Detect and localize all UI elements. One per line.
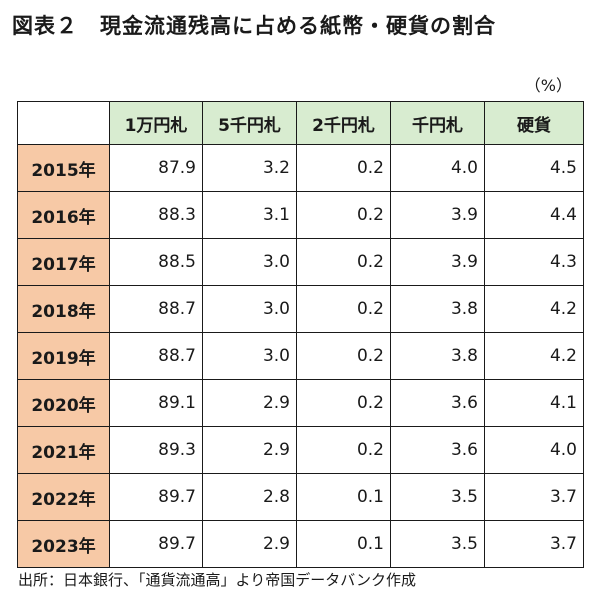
value-cell: 89.7 bbox=[109, 520, 203, 568]
value-cell: 4.0 bbox=[484, 426, 584, 474]
value-cell: 2.8 bbox=[202, 473, 297, 521]
value-cell: 0.1 bbox=[296, 520, 391, 568]
value-cell: 3.5 bbox=[390, 473, 485, 521]
value-cell: 2.9 bbox=[202, 426, 297, 474]
column-header: 2千円札 bbox=[296, 101, 391, 145]
column-header: 千円札 bbox=[390, 101, 485, 145]
table-row: 2020年 89.1 2.9 0.2 3.6 4.1 bbox=[17, 379, 584, 427]
value-cell: 89.3 bbox=[109, 426, 203, 474]
table-row: 2017年 88.5 3.0 0.2 3.9 4.3 bbox=[17, 238, 584, 286]
value-cell: 4.3 bbox=[484, 238, 584, 286]
value-cell: 0.2 bbox=[296, 332, 391, 380]
value-cell: 3.1 bbox=[202, 191, 297, 239]
value-cell: 0.2 bbox=[296, 144, 391, 192]
value-cell: 3.2 bbox=[202, 144, 297, 192]
year-cell: 2020年 bbox=[17, 379, 110, 427]
year-cell: 2019年 bbox=[17, 332, 110, 380]
column-header: 5千円札 bbox=[202, 101, 297, 145]
year-cell: 2017年 bbox=[17, 238, 110, 286]
table-row: 2018年 88.7 3.0 0.2 3.8 4.2 bbox=[17, 285, 584, 333]
table-row: 2019年 88.7 3.0 0.2 3.8 4.2 bbox=[17, 332, 584, 380]
corner-cell bbox=[17, 101, 110, 145]
table-row: 2023年 89.7 2.9 0.1 3.5 3.7 bbox=[17, 520, 584, 568]
value-cell: 3.8 bbox=[390, 285, 485, 333]
value-cell: 2.9 bbox=[202, 520, 297, 568]
value-cell: 89.1 bbox=[109, 379, 203, 427]
value-cell: 87.9 bbox=[109, 144, 203, 192]
year-cell: 2022年 bbox=[17, 473, 110, 521]
value-cell: 88.3 bbox=[109, 191, 203, 239]
value-cell: 3.0 bbox=[202, 332, 297, 380]
value-cell: 88.5 bbox=[109, 238, 203, 286]
table-row: 2016年 88.3 3.1 0.2 3.9 4.4 bbox=[17, 191, 584, 239]
value-cell: 3.6 bbox=[390, 426, 485, 474]
column-header: 1万円札 bbox=[109, 101, 203, 145]
value-cell: 3.6 bbox=[390, 379, 485, 427]
year-cell: 2016年 bbox=[17, 191, 110, 239]
value-cell: 88.7 bbox=[109, 332, 203, 380]
value-cell: 4.4 bbox=[484, 191, 584, 239]
value-cell: 0.2 bbox=[296, 285, 391, 333]
value-cell: 3.9 bbox=[390, 238, 485, 286]
title-text: 現金流通残高に占める紙幣・硬貨の割合 bbox=[100, 14, 496, 38]
value-cell: 3.8 bbox=[390, 332, 485, 380]
table-row: 2015年 87.9 3.2 0.2 4.0 4.5 bbox=[17, 144, 584, 192]
data-table: 1万円札 5千円札 2千円札 千円札 硬貨 2015年 87.9 3.2 0.2 4.0… bbox=[17, 101, 584, 568]
value-cell: 0.2 bbox=[296, 426, 391, 474]
value-cell: 3.7 bbox=[484, 520, 584, 568]
column-header: 硬貨 bbox=[484, 101, 584, 145]
table-body: 2015年 87.9 3.2 0.2 4.0 4.5 2016年 88.3 3.1 0.2 3.9 4… bbox=[17, 144, 584, 568]
value-cell: 0.2 bbox=[296, 191, 391, 239]
table-row: 2021年 89.3 2.9 0.2 3.6 4.0 bbox=[17, 426, 584, 474]
value-cell: 0.2 bbox=[296, 238, 391, 286]
chart-title: 図表２ 現金流通残高に占める紙幣・硬貨の割合 bbox=[12, 10, 496, 40]
table-row: 2022年 89.7 2.8 0.1 3.5 3.7 bbox=[17, 473, 584, 521]
value-cell: 4.1 bbox=[484, 379, 584, 427]
header-row: 1万円札 5千円札 2千円札 千円札 硬貨 bbox=[17, 101, 584, 145]
value-cell: 88.7 bbox=[109, 285, 203, 333]
unit-label: （%） bbox=[524, 76, 572, 95]
source-note: 出所：日本銀行、「通貨流通高」より帝国データバンク作成 bbox=[18, 571, 416, 589]
value-cell: 4.0 bbox=[390, 144, 485, 192]
value-cell: 4.5 bbox=[484, 144, 584, 192]
value-cell: 3.5 bbox=[390, 520, 485, 568]
value-cell: 0.1 bbox=[296, 473, 391, 521]
value-cell: 3.0 bbox=[202, 285, 297, 333]
value-cell: 3.9 bbox=[390, 191, 485, 239]
year-cell: 2021年 bbox=[17, 426, 110, 474]
value-cell: 2.9 bbox=[202, 379, 297, 427]
year-cell: 2023年 bbox=[17, 520, 110, 568]
year-cell: 2018年 bbox=[17, 285, 110, 333]
value-cell: 3.0 bbox=[202, 238, 297, 286]
value-cell: 89.7 bbox=[109, 473, 203, 521]
value-cell: 4.2 bbox=[484, 332, 584, 380]
value-cell: 4.2 bbox=[484, 285, 584, 333]
value-cell: 3.7 bbox=[484, 473, 584, 521]
value-cell: 0.2 bbox=[296, 379, 391, 427]
year-cell: 2015年 bbox=[17, 144, 110, 192]
figure-number: 図表２ bbox=[12, 14, 78, 38]
